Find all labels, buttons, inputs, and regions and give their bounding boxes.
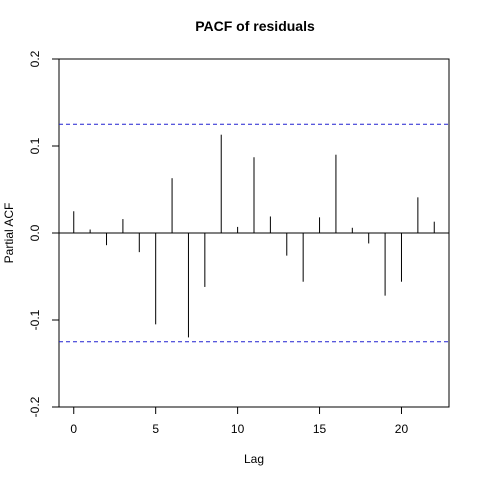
x-tick-label: 0 [70,422,77,436]
y-tick-label: 0.2 [28,50,42,67]
y-axis-label: Partial ACF [2,203,16,264]
y-tick-label: 0.0 [28,224,42,241]
y-tick-label: -0.2 [28,396,42,417]
x-tick-label: 10 [231,422,245,436]
x-axis: 0 5 10 15 20 [70,407,408,436]
x-tick-label: 5 [152,422,159,436]
pacf-bars [74,135,435,338]
x-axis-label: Lag [244,452,264,466]
y-tick-label: -0.1 [28,309,42,330]
chart-title: PACF of residuals [195,18,315,34]
y-axis: -0.2 -0.1 0.0 0.1 0.2 [28,50,59,417]
x-tick-label: 20 [395,422,409,436]
y-tick-label: 0.1 [28,137,42,154]
x-tick-label: 15 [313,422,327,436]
